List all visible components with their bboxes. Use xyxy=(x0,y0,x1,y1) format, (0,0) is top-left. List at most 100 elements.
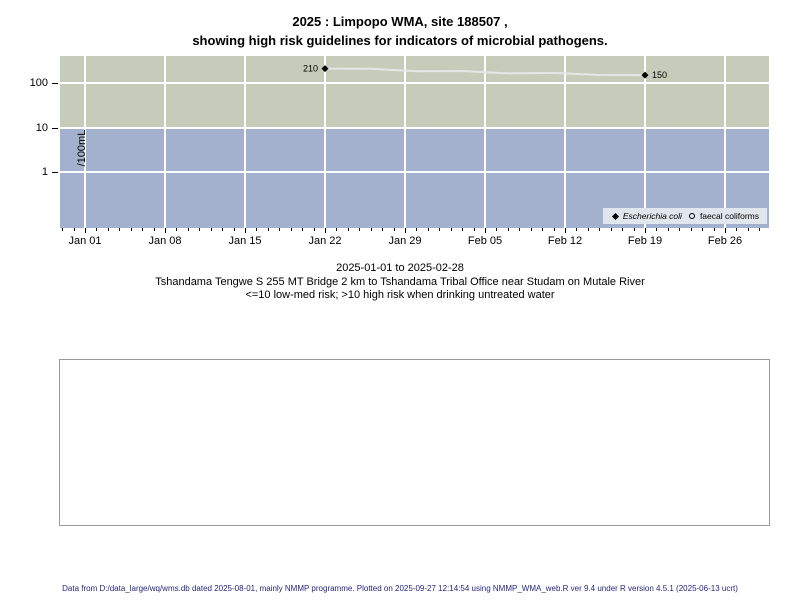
x-minor-tick xyxy=(496,228,498,231)
caption-block: 2025-01-01 to 2025-02-28 Tshandama Tengw… xyxy=(0,262,800,303)
x-tick-label: Feb 05 xyxy=(467,235,503,247)
x-tick-label: Jan 15 xyxy=(228,235,262,247)
x-minor-tick xyxy=(416,228,418,231)
x-minor-tick xyxy=(667,228,669,231)
v-gridline xyxy=(484,56,486,228)
x-major-tick xyxy=(405,228,406,233)
chart-title-line1: 2025 : Limpopo WMA, site 188507 , xyxy=(292,14,508,29)
x-tick-label: Jan 01 xyxy=(68,235,102,247)
chart-title-line2: showing high risk guidelines for indicat… xyxy=(192,33,608,48)
y-tick-label: 100 xyxy=(29,77,48,89)
x-minor-tick xyxy=(679,228,681,231)
ecoli-series-line xyxy=(324,67,646,77)
x-minor-tick xyxy=(370,228,372,231)
v-gridline xyxy=(164,56,166,228)
x-minor-tick xyxy=(507,228,509,231)
v-gridline xyxy=(84,56,86,228)
x-minor-tick xyxy=(142,228,144,231)
x-minor-tick xyxy=(222,228,224,231)
x-minor-tick xyxy=(107,228,109,231)
x-minor-tick xyxy=(530,228,532,231)
ecoli-data-point xyxy=(321,65,329,73)
x-major-tick xyxy=(485,228,486,233)
x-minor-tick xyxy=(62,228,64,231)
high-risk-band xyxy=(60,56,769,128)
x-minor-tick xyxy=(176,228,178,231)
x-minor-tick xyxy=(439,228,441,231)
data-point-value-label: 210 xyxy=(303,64,318,74)
v-gridline xyxy=(724,56,726,228)
ecoli-data-point xyxy=(641,71,649,79)
open-circle-icon xyxy=(688,213,695,219)
x-minor-tick xyxy=(290,228,292,231)
h-gridline xyxy=(60,126,769,129)
y-tick-mark xyxy=(52,83,58,84)
x-minor-tick xyxy=(393,228,395,231)
v-gridline xyxy=(324,56,326,228)
x-minor-tick xyxy=(702,228,704,231)
footer-text: Data from D:/data_large/wq/wms.db dated … xyxy=(62,584,738,593)
x-tick-label: Jan 29 xyxy=(388,235,422,247)
legend-label-faecal: faecal coliforms xyxy=(699,211,759,221)
x-minor-tick xyxy=(347,228,349,231)
x-minor-tick xyxy=(747,228,749,231)
x-minor-tick xyxy=(622,228,624,231)
x-tick-label: Feb 19 xyxy=(627,235,663,247)
x-minor-tick xyxy=(587,228,589,231)
x-minor-tick xyxy=(759,228,761,231)
x-minor-tick xyxy=(599,228,601,231)
x-minor-tick xyxy=(553,228,555,231)
x-minor-tick xyxy=(279,228,281,231)
x-minor-tick xyxy=(542,228,544,231)
x-minor-tick xyxy=(519,228,521,231)
v-gridline xyxy=(244,56,246,228)
x-major-tick xyxy=(725,228,726,233)
filled-diamond-icon xyxy=(611,212,619,220)
caption-risk-note: <=10 low-med risk; >10 high risk when dr… xyxy=(245,289,555,301)
x-minor-tick xyxy=(633,228,635,231)
x-major-tick xyxy=(165,228,166,233)
x-minor-tick xyxy=(462,228,464,231)
x-minor-tick xyxy=(713,228,715,231)
x-tick-label: Feb 26 xyxy=(707,235,743,247)
caption-date-range: 2025-01-01 to 2025-02-28 xyxy=(336,262,464,274)
x-minor-tick xyxy=(199,228,201,231)
x-minor-tick xyxy=(130,228,132,231)
h-gridline xyxy=(60,171,769,173)
x-minor-tick xyxy=(473,228,475,231)
x-minor-tick xyxy=(690,228,692,231)
v-gridline xyxy=(644,56,646,228)
legend-label-ecoli: Escherichia coli xyxy=(622,211,682,221)
x-major-tick xyxy=(85,228,86,233)
x-minor-tick xyxy=(736,228,738,231)
x-minor-tick xyxy=(656,228,658,231)
v-gridline xyxy=(564,56,566,228)
x-minor-tick xyxy=(233,228,235,231)
x-minor-tick xyxy=(336,228,338,231)
x-tick-label: Jan 08 xyxy=(148,235,182,247)
x-minor-tick xyxy=(576,228,578,231)
chart-title: 2025 : Limpopo WMA, site 188507 , showin… xyxy=(0,12,800,50)
x-minor-tick xyxy=(427,228,429,231)
x-minor-tick xyxy=(313,228,315,231)
h-gridline xyxy=(60,82,769,84)
x-minor-tick xyxy=(210,228,212,231)
x-minor-tick xyxy=(119,228,121,231)
x-minor-tick xyxy=(382,228,384,231)
data-point-value-label: 150 xyxy=(652,70,667,80)
caption-site-description: Tshandama Tengwe S 255 MT Bridge 2 km to… xyxy=(155,275,645,288)
x-minor-tick xyxy=(267,228,269,231)
plot-area: 210 150 /100mL Escherichia coli faecal co… xyxy=(60,56,769,228)
x-minor-tick xyxy=(610,228,612,231)
x-minor-tick xyxy=(302,228,304,231)
x-minor-tick xyxy=(153,228,155,231)
x-minor-tick xyxy=(359,228,361,231)
x-major-tick xyxy=(645,228,646,233)
x-minor-tick xyxy=(73,228,75,231)
y-axis-title: /100mL xyxy=(76,129,88,167)
y-tick-mark xyxy=(52,127,58,129)
x-minor-tick xyxy=(96,228,98,231)
y-tick-label: 10 xyxy=(35,121,48,134)
x-minor-tick xyxy=(450,228,452,231)
